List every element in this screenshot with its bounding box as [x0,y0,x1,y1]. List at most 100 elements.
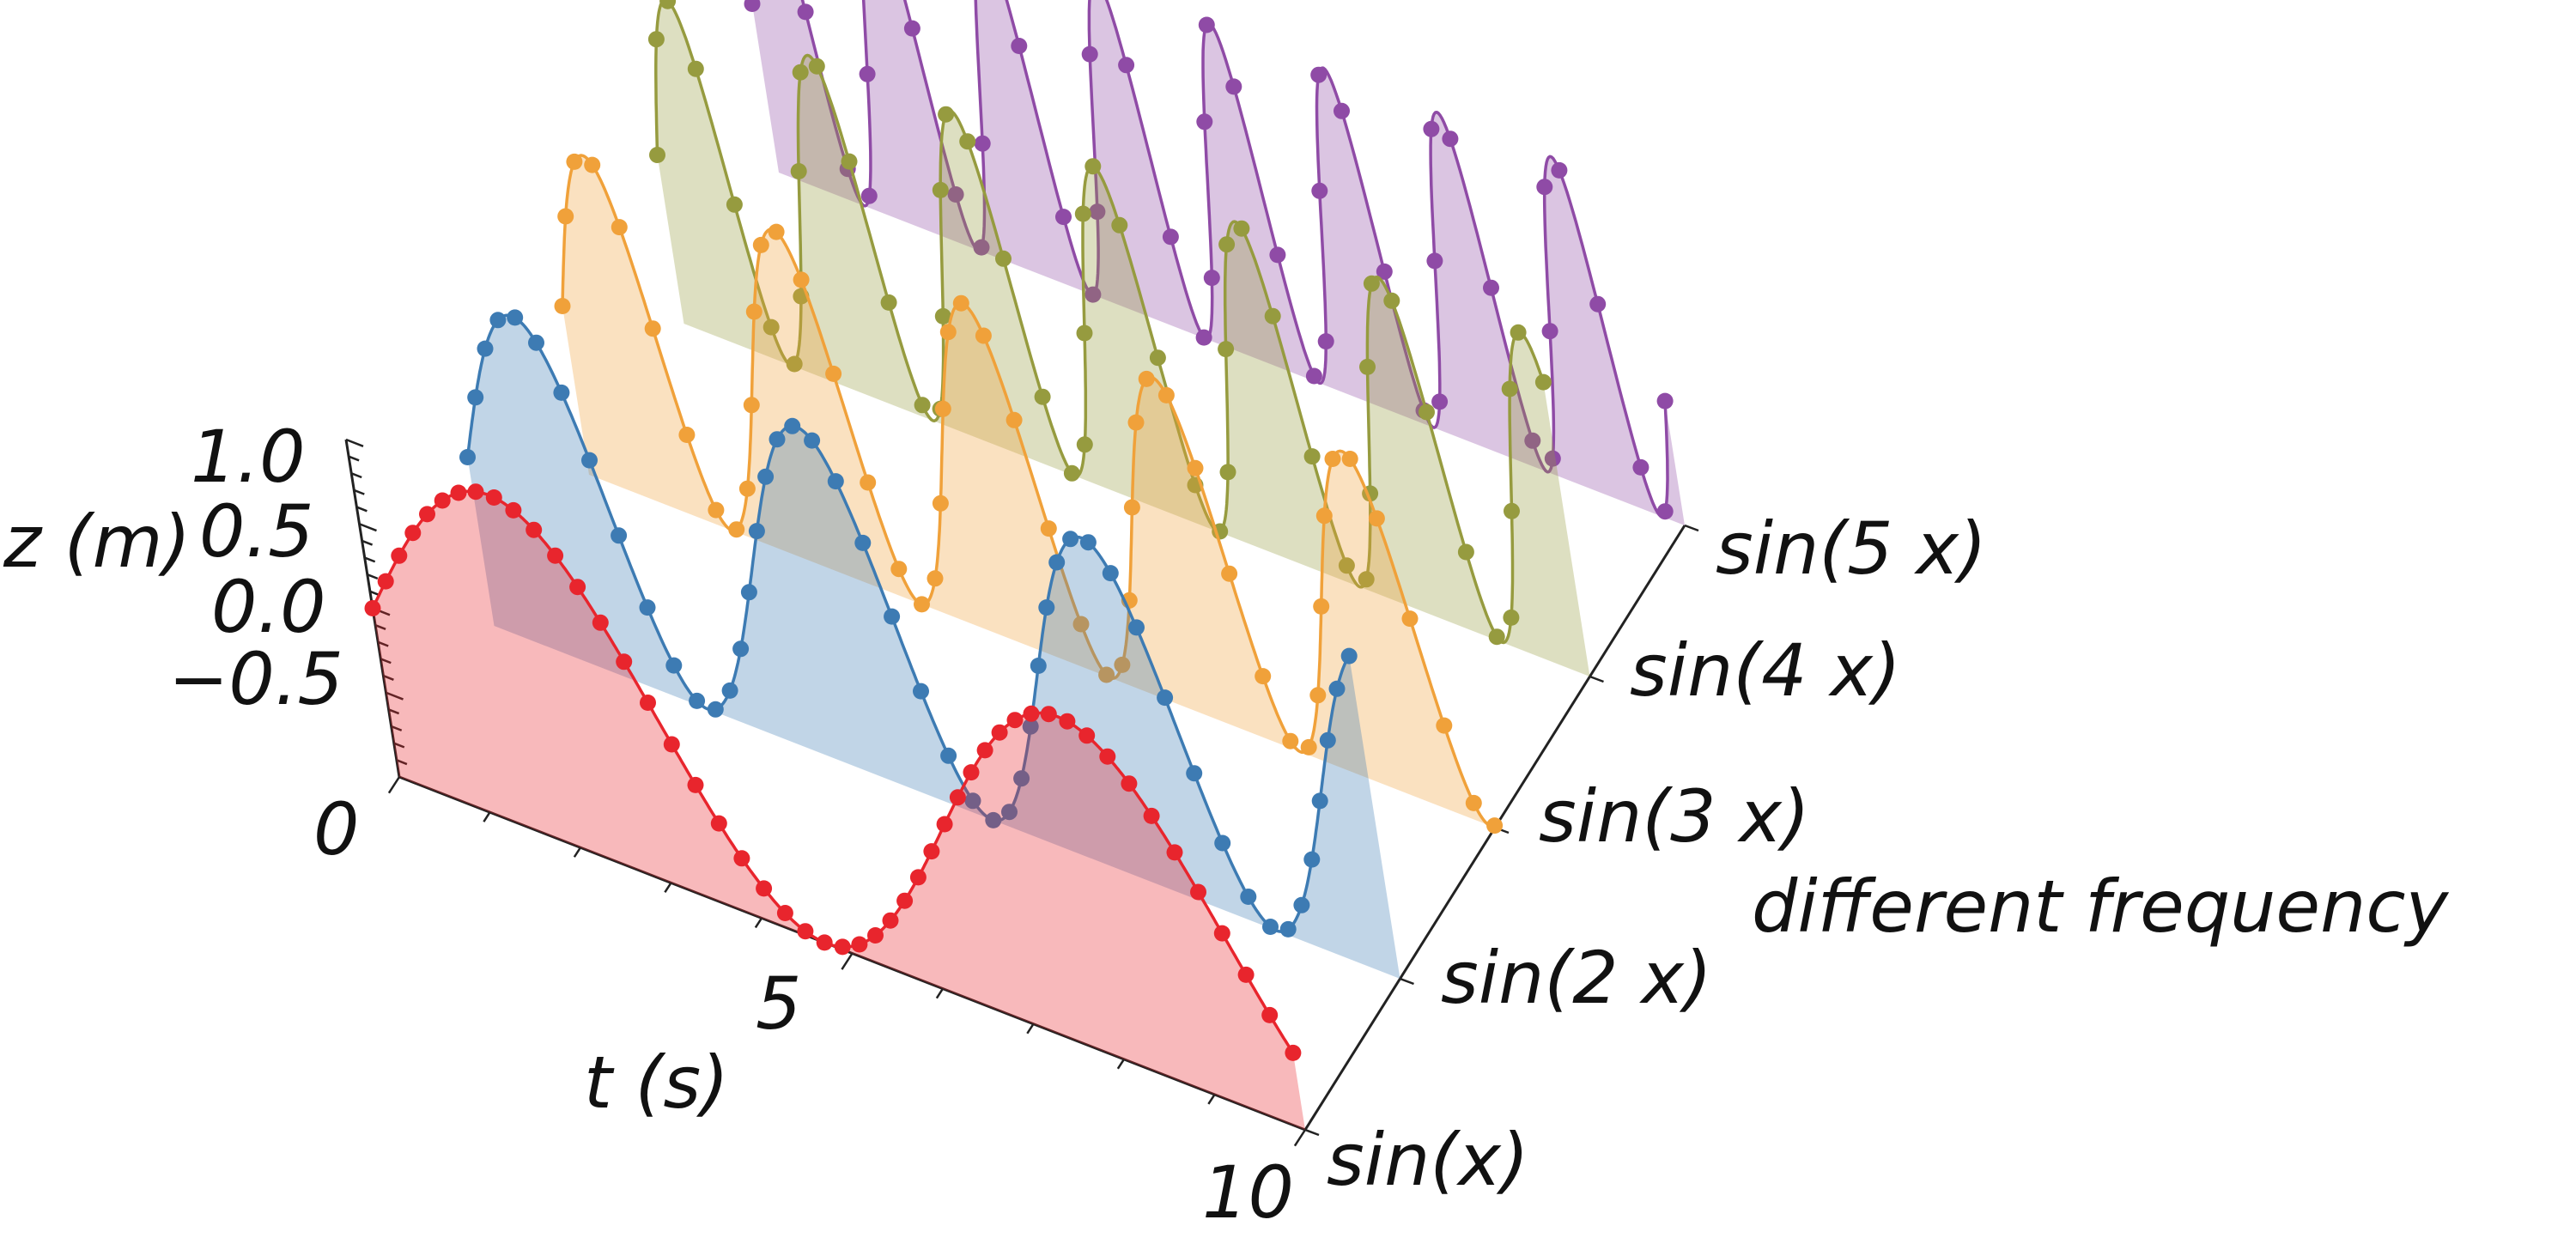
t-tick-mark [841,952,854,970]
data-point [1363,275,1380,292]
data-point [903,20,920,37]
data-point [1030,658,1047,674]
data-point [1157,689,1174,707]
data-point [640,695,656,711]
data-point [932,181,949,198]
data-point [1001,804,1018,821]
data-point [854,534,872,551]
data-point [1198,16,1215,33]
data-point [1081,46,1098,63]
series-fill [562,155,1495,828]
data-point [1040,706,1057,723]
t-tick-mark [387,776,401,794]
data-point [733,850,750,867]
data-point [1457,543,1474,561]
data-point [1128,619,1145,636]
data-point [459,449,476,465]
data-point [1319,731,1336,749]
data-point [880,294,897,311]
z-tick-label-1-0: 1.0 [191,415,306,499]
series-sin-3x [554,153,1504,834]
z-tick-mark [396,759,408,766]
t-tick-mark [1293,1129,1307,1147]
data-point [1233,220,1250,237]
data-point [769,431,786,448]
data-point [1311,792,1328,810]
data-point [505,501,522,519]
data-point [1059,713,1076,730]
data-point [1524,432,1541,449]
data-point [1317,333,1334,350]
z-tick-mark [364,556,376,563]
data-point [1011,38,1028,54]
data-point [896,892,914,909]
data-point [991,724,1008,741]
z-tick-mark [348,455,360,462]
data-point [964,792,981,810]
tick-marks [345,438,1699,1147]
data-point [1544,450,1561,467]
data-point [1261,1006,1279,1023]
data-point [1656,392,1674,410]
data-point [1501,380,1518,397]
data-point [557,208,574,225]
data-point [1504,502,1520,519]
data-point [1098,666,1115,683]
data-point [744,0,761,12]
data-point [689,692,706,709]
data-point [639,599,656,616]
data-point [1368,510,1385,527]
data-point [1334,102,1350,119]
z-tick-mark [398,775,417,785]
data-point [1111,216,1128,234]
data-point [710,815,727,832]
data-point [566,153,583,170]
depth-tick-mark [1304,1128,1320,1137]
data-point [1034,388,1051,405]
data-point [976,742,993,759]
series-sin-2x [459,309,1400,979]
data-point [932,495,949,512]
series-layer [364,0,1685,1130]
data-point [732,640,750,658]
data-point [721,682,738,699]
data-point [659,0,677,9]
data-point [649,147,665,163]
data-point [959,133,976,150]
data-point [1534,373,1552,391]
data-point [611,219,628,236]
data-point [890,561,908,578]
data-point [1102,565,1119,582]
z-tick-mark [377,640,389,647]
data-point [974,135,991,152]
data-point [1006,712,1024,729]
data-point [860,187,878,204]
data-point [748,523,765,540]
data-point [882,912,899,929]
data-point [1084,286,1102,303]
data-point [1442,130,1459,148]
data-point [647,31,665,48]
data-point [489,312,507,329]
data-point [611,527,628,544]
data-point [1536,179,1553,196]
data-point [1195,329,1212,346]
data-point [939,324,957,341]
data-point [1055,209,1072,226]
data-point [1510,324,1527,341]
data-point [467,483,484,501]
data-point [792,64,809,81]
data-point [1401,610,1419,628]
data-point [526,521,543,538]
data-point [1426,252,1443,270]
data-point [528,334,544,351]
data-point [1089,203,1106,221]
data-point [687,776,704,793]
data-point [1143,807,1160,824]
t-tick-mark [664,882,672,894]
data-point [1483,279,1499,296]
data-point [581,452,598,469]
data-point [1423,120,1440,137]
t-tick-mark [483,811,491,822]
